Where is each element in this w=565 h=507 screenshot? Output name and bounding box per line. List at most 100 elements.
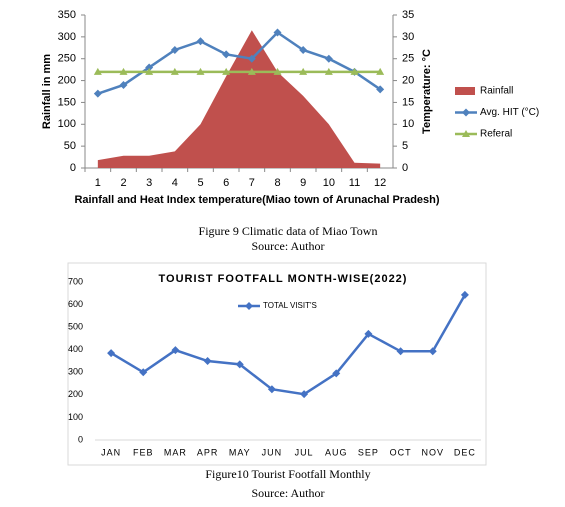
marker bbox=[324, 67, 333, 75]
y-tick-label: 250 bbox=[58, 53, 76, 65]
y-tick-label: 350 bbox=[58, 9, 76, 21]
y-tick-label: 0 bbox=[78, 434, 83, 444]
y2-tick-label: 0 bbox=[402, 162, 408, 174]
marker bbox=[300, 390, 309, 399]
area bbox=[97, 30, 381, 168]
marker bbox=[170, 67, 179, 75]
y-tick-label: 300 bbox=[68, 367, 83, 377]
figure-caption: Figure10 Tourist Footfall Monthly bbox=[205, 467, 370, 481]
legend-label: Avg. HIT (°C) bbox=[480, 107, 539, 118]
y2-tick-label: 35 bbox=[402, 9, 414, 21]
legend-label: Referal bbox=[480, 129, 512, 140]
marker bbox=[324, 54, 333, 63]
y-tick-label: 0 bbox=[70, 162, 76, 174]
x-tick-label: MAY bbox=[229, 447, 251, 457]
marker bbox=[145, 67, 154, 75]
marker bbox=[332, 369, 341, 378]
marker bbox=[196, 67, 205, 75]
x-axis-label: Rainfall and Heat Index temperature(Miao… bbox=[74, 194, 439, 206]
marker bbox=[119, 80, 128, 89]
marker bbox=[235, 360, 244, 369]
y-tick-label: 400 bbox=[68, 344, 83, 354]
marker bbox=[299, 45, 308, 54]
line bbox=[110, 294, 467, 396]
y-tick-label: 50 bbox=[64, 140, 76, 152]
x-tick-label: OCT bbox=[390, 447, 412, 457]
marker bbox=[139, 368, 148, 377]
marker bbox=[350, 67, 359, 75]
marker bbox=[396, 347, 405, 356]
x-tick-label: 8 bbox=[274, 177, 280, 189]
chart-frame bbox=[67, 262, 487, 466]
y-tick-label: 150 bbox=[58, 96, 76, 108]
y-tick-label: 600 bbox=[68, 299, 83, 309]
y2-axis-label: Temperature: °C bbox=[421, 49, 433, 134]
x-tick-label: FEB bbox=[133, 447, 154, 457]
x-tick-label: 3 bbox=[146, 177, 152, 189]
marker bbox=[170, 45, 179, 54]
marker bbox=[364, 329, 373, 338]
marker bbox=[462, 108, 470, 117]
marker bbox=[196, 37, 205, 46]
marker bbox=[171, 346, 180, 355]
x-tick-label: 4 bbox=[172, 177, 178, 189]
y2-tick-label: 30 bbox=[402, 31, 414, 43]
x-tick-label: SEP bbox=[358, 447, 379, 457]
x-tick-label: APR bbox=[197, 447, 219, 457]
marker bbox=[273, 28, 282, 37]
figure-caption: Figure 9 Climatic data of Miao Town bbox=[199, 224, 378, 238]
y2-tick-label: 10 bbox=[402, 118, 414, 130]
y-tick-label: 200 bbox=[58, 74, 76, 86]
x-tick-label: 11 bbox=[349, 177, 360, 189]
x-tick-label: 1 bbox=[95, 177, 101, 189]
chart-title: TOURIST FOOTFALL MONTH-WISE(2022) bbox=[159, 273, 408, 285]
x-tick-label: 7 bbox=[249, 177, 255, 189]
marker bbox=[376, 85, 385, 94]
figure-source: Source: Author bbox=[252, 486, 325, 500]
marker bbox=[428, 347, 437, 356]
y-tick-label: 100 bbox=[58, 118, 76, 130]
x-tick-label: AUG bbox=[325, 447, 348, 457]
marker bbox=[245, 302, 253, 310]
marker bbox=[376, 67, 385, 75]
marker bbox=[247, 54, 256, 63]
marker bbox=[222, 67, 231, 75]
legend-label: TOTAL VISIT'S bbox=[263, 301, 317, 310]
x-tick-label: DEC bbox=[454, 447, 476, 457]
x-tick-label: 2 bbox=[120, 177, 126, 189]
x-tick-label: 5 bbox=[197, 177, 203, 189]
marker bbox=[460, 290, 469, 299]
marker bbox=[299, 67, 308, 75]
y-axis-label: Rainfall in mm bbox=[41, 54, 53, 129]
x-tick-label: MAR bbox=[164, 447, 187, 457]
marker bbox=[107, 349, 116, 358]
marker bbox=[222, 50, 231, 59]
marker bbox=[93, 89, 102, 98]
marker bbox=[267, 385, 276, 394]
y-tick-label: 300 bbox=[58, 31, 76, 43]
y2-tick-label: 15 bbox=[402, 96, 414, 108]
marker bbox=[119, 67, 128, 75]
x-tick-label: JUL bbox=[295, 447, 314, 457]
marker bbox=[93, 67, 102, 75]
y2-tick-label: 25 bbox=[402, 53, 414, 65]
y-tick-label: 700 bbox=[68, 276, 83, 286]
y2-tick-label: 5 bbox=[402, 140, 408, 152]
legend-label: Rainfall bbox=[480, 86, 513, 97]
line bbox=[97, 30, 381, 95]
marker bbox=[247, 67, 256, 75]
y-tick-label: 500 bbox=[68, 322, 83, 332]
marker bbox=[462, 130, 470, 137]
y2-tick-label: 20 bbox=[402, 74, 414, 86]
marker bbox=[273, 67, 282, 75]
x-tick-label: JAN bbox=[101, 447, 121, 457]
x-tick-label: 6 bbox=[223, 177, 229, 189]
x-tick-label: 12 bbox=[374, 177, 386, 189]
x-tick-label: NOV bbox=[421, 447, 444, 457]
y-tick-label: 100 bbox=[68, 412, 83, 422]
marker bbox=[145, 63, 154, 72]
x-tick-label: 10 bbox=[323, 177, 335, 189]
figure-source: Source: Author bbox=[252, 239, 325, 253]
legend-swatch bbox=[455, 87, 475, 95]
